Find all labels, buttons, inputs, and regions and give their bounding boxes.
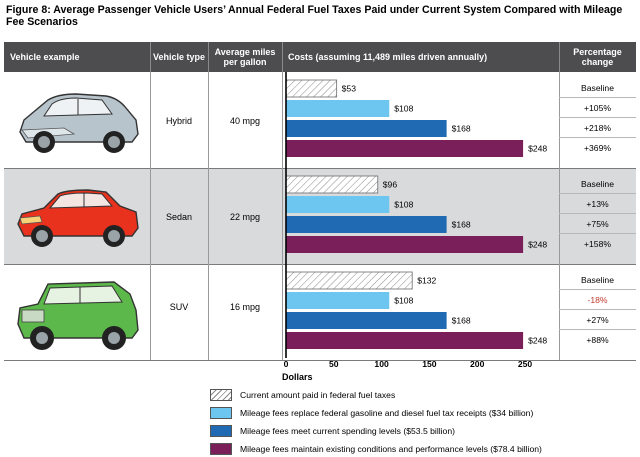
pct-suv-2: +27% [586, 315, 609, 325]
suv-car-icon [17, 281, 139, 350]
pct-sedan-0: Baseline [581, 179, 614, 189]
bar-suv-series-0 [285, 271, 413, 290]
bar-hybrid-series-1 [286, 100, 390, 117]
pct-hybrid-1: +105% [584, 103, 611, 113]
legend-label-current: Current amount paid in federal fuel taxe… [240, 389, 396, 400]
vehicle-type-hybrid: Hybrid [165, 116, 192, 126]
hybrid-car-icon [19, 93, 139, 153]
mpg-hybrid: 40 mpg [229, 116, 261, 126]
bar-sedan-series-1 [286, 196, 390, 213]
legend-label-maintain: Mileage fees maintain existing condition… [240, 443, 542, 454]
vehicle-type-suv: SUV [169, 302, 189, 312]
x-tick-label-250: 250 [518, 359, 533, 369]
bar-label-suv-series-2: $168 [452, 316, 471, 326]
bar-hybrid-series-3 [286, 140, 524, 157]
bar-hybrid-series-2 [286, 120, 447, 137]
vehicle-type-sedan: Sedan [165, 212, 193, 222]
bar-suv-series-3 [286, 332, 524, 349]
pct-hybrid-0: Baseline [581, 83, 614, 93]
bar-label-hybrid-series-1: $108 [394, 104, 413, 114]
bar-label-hybrid-series-3: $248 [528, 144, 547, 154]
legend-label-meet: Mileage fees meet current spending level… [240, 425, 455, 436]
legend-label-replace: Mileage fees replace federal gasoline an… [240, 407, 534, 418]
bar-label-sedan-series-0: $96 [383, 180, 398, 190]
legend-item-meet: Mileage fees meet current spending level… [210, 424, 630, 437]
bar-label-sedan-series-1: $108 [394, 200, 413, 210]
header-vehicle-example: Vehicle example [10, 52, 80, 62]
header-avg-mpg: Average miles per gallon [214, 47, 276, 67]
mpg-suv: 16 mpg [229, 302, 261, 312]
x-axis-title: Dollars [282, 372, 313, 382]
legend-item-replace: Mileage fees replace federal gasoline an… [210, 406, 630, 419]
x-tick-label-150: 150 [422, 359, 437, 369]
bar-suv-series-2 [286, 312, 447, 329]
bar-label-hybrid-series-2: $168 [452, 124, 471, 134]
header-costs: Costs (assuming 11,489 miles driven annu… [288, 52, 488, 62]
bar-label-sedan-series-3: $248 [528, 240, 547, 250]
x-tick-label-0: 0 [284, 359, 289, 369]
legend-swatch-current [210, 388, 232, 401]
x-tick-label-200: 200 [470, 359, 485, 369]
figure-title: Figure 8: Average Passenger Vehicle User… [6, 4, 623, 28]
pct-sedan-1: +13% [586, 199, 609, 209]
x-tick-label-50: 50 [329, 359, 339, 369]
pct-sedan-3: +158% [584, 239, 611, 249]
bar-label-hybrid-series-0: $53 [342, 84, 357, 94]
bar-chart: $53 $108 $168 $248 $96 $108 $168 $248 $132 $108 $1… [282, 72, 547, 382]
table-header [4, 42, 636, 72]
bar-label-suv-series-1: $108 [394, 296, 413, 306]
bar-label-suv-series-3: $248 [528, 336, 547, 346]
bar-suv-series-1 [286, 292, 390, 309]
legend-swatch-replace [210, 406, 232, 419]
legend-item-maintain: Mileage fees maintain existing condition… [210, 442, 630, 455]
mpg-sedan: 22 mpg [229, 212, 261, 222]
header-pct-change: Percentage change [573, 47, 622, 67]
pct-sedan-2: +75% [586, 219, 609, 229]
pct-suv-1: -18% [587, 295, 608, 305]
bar-sedan-series-0 [285, 175, 379, 194]
x-tick-label-100: 100 [374, 359, 389, 369]
pct-suv-0: Baseline [581, 275, 614, 285]
bar-label-sedan-series-2: $168 [452, 220, 471, 230]
bar-sedan-series-3 [286, 236, 524, 253]
bar-label-suv-series-0: $132 [417, 276, 436, 286]
bar-sedan-series-2 [286, 216, 447, 233]
sedan-car-icon [17, 189, 139, 247]
legend-item-current: Current amount paid in federal fuel taxe… [210, 388, 630, 401]
pct-hybrid-3: +369% [584, 143, 611, 153]
pct-suv-3: +88% [586, 335, 609, 345]
bar-hybrid-series-0 [285, 79, 338, 98]
legend-swatch-maintain [210, 442, 232, 455]
pct-hybrid-2: +218% [584, 123, 611, 133]
header-vehicle-type: Vehicle type [152, 52, 206, 62]
legend-swatch-meet [210, 424, 232, 437]
